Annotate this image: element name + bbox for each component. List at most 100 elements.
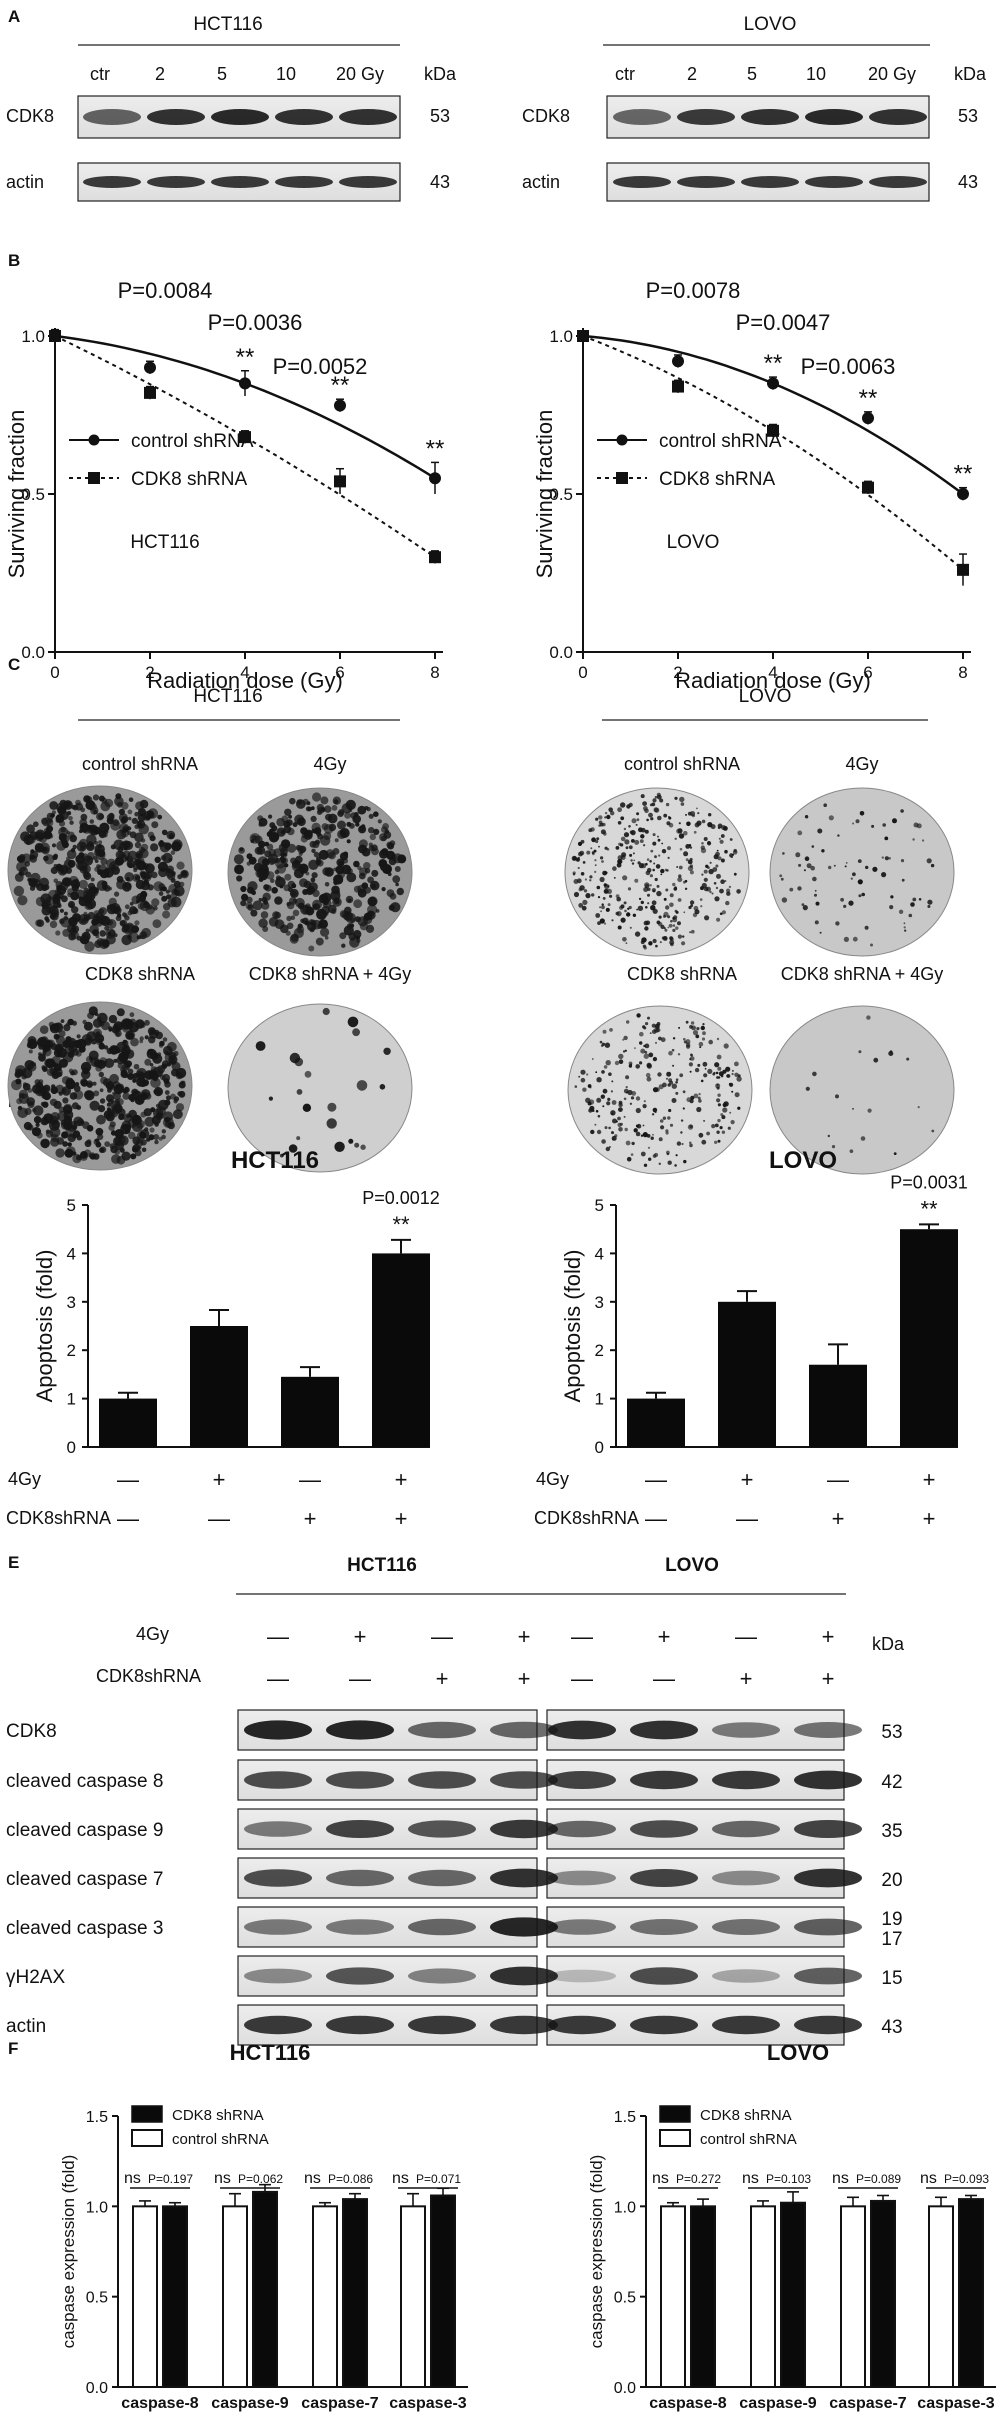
colony <box>26 1043 32 1048</box>
colony <box>814 920 819 925</box>
colony <box>845 862 848 864</box>
colony <box>900 859 905 863</box>
colony <box>347 1016 359 1028</box>
colony <box>96 812 104 821</box>
colony <box>644 829 649 834</box>
colony <box>903 926 906 929</box>
colony <box>703 1119 706 1122</box>
colony <box>683 830 688 836</box>
colony <box>382 823 389 830</box>
colony <box>702 1023 705 1026</box>
x-tick-label: 4 <box>240 663 249 682</box>
colony <box>643 806 648 811</box>
colony <box>821 849 825 853</box>
colony <box>80 807 86 813</box>
colony <box>315 937 324 946</box>
colony <box>258 877 264 882</box>
colony <box>930 863 935 868</box>
colony <box>363 912 372 921</box>
colony <box>154 856 161 863</box>
colony <box>645 906 648 909</box>
colony <box>696 1027 700 1031</box>
colony <box>143 862 149 869</box>
colony <box>870 943 873 947</box>
protein-band <box>211 109 269 125</box>
colony <box>345 895 354 904</box>
colony <box>596 837 600 841</box>
protein-band <box>548 1870 616 1886</box>
treatment-sign: — <box>736 1506 758 1531</box>
cell-title: HCT116 <box>347 1555 417 1576</box>
colony <box>368 827 375 834</box>
colony <box>720 834 725 838</box>
colony <box>635 1131 641 1137</box>
colony <box>96 1114 106 1125</box>
colony <box>652 868 655 872</box>
bar <box>132 2205 158 2388</box>
protein-band <box>408 1771 476 1789</box>
colony <box>889 1050 893 1053</box>
colony <box>161 895 168 902</box>
colony <box>153 1108 164 1119</box>
colony <box>144 1058 152 1066</box>
colony <box>169 834 174 840</box>
colony <box>664 868 668 872</box>
colony <box>166 894 172 900</box>
colony <box>711 892 714 895</box>
colony <box>101 1021 110 1031</box>
kda-value: 35 <box>881 1821 902 1842</box>
colony <box>599 876 605 883</box>
colony <box>622 1038 625 1041</box>
colony <box>882 823 886 827</box>
colony <box>881 856 884 859</box>
colony <box>60 1019 65 1023</box>
colony <box>677 828 683 834</box>
colony <box>597 1114 601 1118</box>
colony <box>320 835 331 846</box>
colony <box>692 1030 699 1036</box>
colony <box>105 1081 115 1090</box>
x-tick-label: caspase-3 <box>917 2395 994 2412</box>
row-label: CDK8shRNA <box>534 1508 639 1528</box>
colony <box>139 931 148 940</box>
bar <box>312 2205 338 2388</box>
colony <box>636 1013 641 1018</box>
colony <box>57 805 67 815</box>
colony <box>652 833 656 837</box>
colony <box>667 1116 671 1120</box>
colony <box>161 1129 166 1134</box>
colony <box>108 929 116 937</box>
colony <box>162 910 171 919</box>
colony <box>324 882 330 887</box>
y-tick-label: 1.0 <box>549 327 573 346</box>
colony <box>574 1085 578 1088</box>
protein-band <box>630 1770 698 1790</box>
kda-value: 42 <box>881 1772 902 1793</box>
x-axis-label: Radiation dose (Gy) <box>147 668 343 693</box>
colony <box>381 848 389 856</box>
colony <box>669 940 675 945</box>
colony <box>646 818 649 822</box>
protein-band <box>548 1919 616 1935</box>
colony <box>359 922 369 931</box>
colony <box>614 1060 620 1066</box>
colony <box>161 1073 171 1083</box>
colony <box>76 841 87 852</box>
x-tick-label: 0 <box>578 663 587 682</box>
colony <box>11 1079 22 1091</box>
bar <box>627 1398 685 1447</box>
colony <box>595 913 601 918</box>
colony <box>26 834 36 844</box>
treatment-sign: + <box>395 1467 408 1492</box>
colony <box>922 839 925 842</box>
colony <box>823 803 827 807</box>
colony <box>631 818 637 824</box>
colony <box>158 891 164 896</box>
colony <box>634 878 639 883</box>
colony <box>93 1090 100 1097</box>
colony <box>628 802 633 808</box>
colony <box>691 929 695 934</box>
colony <box>49 913 57 920</box>
colony <box>917 1106 920 1109</box>
colony <box>173 880 181 888</box>
